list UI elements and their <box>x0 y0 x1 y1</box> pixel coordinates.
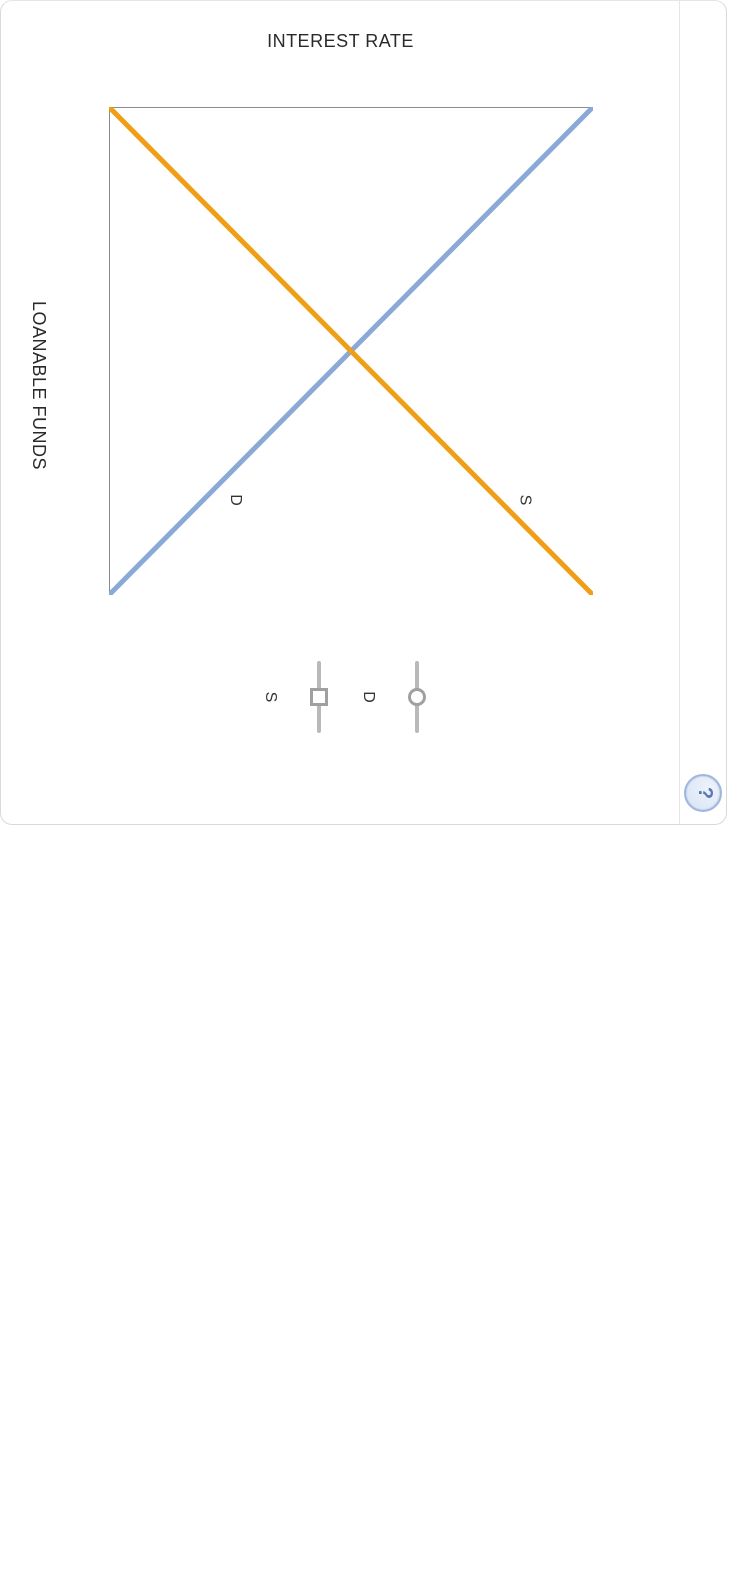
slider-handle-circle-icon[interactable] <box>408 688 426 706</box>
chart-panel: INTEREST RATE LOANABLE FUNDS D S S D <box>0 0 727 825</box>
x-axis-label: INTEREST RATE <box>1 31 680 52</box>
slider-d[interactable] <box>415 661 419 733</box>
legend-item-s: S <box>263 688 277 706</box>
demand-line-label: D <box>226 494 244 506</box>
legend-label-s: S <box>261 690 279 704</box>
slider-handle-square-icon[interactable] <box>310 688 328 706</box>
plot-area <box>109 107 593 595</box>
help-button[interactable]: ? <box>684 774 722 812</box>
legend: S D <box>1 661 680 733</box>
supply-line-label: S <box>515 495 533 506</box>
slider-s[interactable] <box>317 661 321 733</box>
y-axis-label: LOANABLE FUNDS <box>28 301 49 470</box>
chart-svg <box>109 107 593 595</box>
slider-track-circle[interactable] <box>415 661 419 733</box>
slider-track-square[interactable] <box>317 661 321 733</box>
legend-label-d: D <box>359 690 377 704</box>
legend-item-d: D <box>361 688 375 706</box>
